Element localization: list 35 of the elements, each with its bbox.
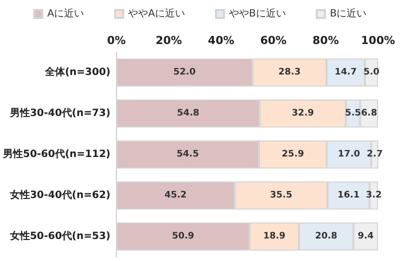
x-tick-label: 0% — [107, 34, 126, 47]
data-label: 3.2 — [366, 190, 382, 200]
y-tick-label: 女性30-40代(n=62) — [8, 189, 110, 201]
y-tick-label: 男性30-40代(n=73) — [8, 107, 110, 119]
y-tick-label: 全体(n=300) — [44, 66, 110, 78]
x-tick-label: 60% — [260, 34, 287, 47]
data-label: 54.8 — [177, 108, 200, 118]
data-label: 5.0 — [363, 68, 380, 78]
data-label: 28.3 — [278, 68, 301, 78]
data-label: 14.7 — [334, 68, 357, 78]
data-label: 45.2 — [164, 190, 187, 200]
legend-label: Bに近い — [330, 8, 367, 20]
data-label: 9.4 — [358, 232, 374, 242]
data-label: 50.9 — [172, 232, 194, 242]
data-label: 17.0 — [338, 150, 360, 160]
x-tick-label: 20% — [156, 34, 182, 47]
y-tick-label: 女性50-60代(n=53) — [8, 230, 110, 242]
data-label: 25.9 — [282, 150, 304, 160]
x-tick-label: 40% — [208, 34, 234, 47]
data-label: 20.8 — [315, 232, 338, 242]
data-label: 6.8 — [361, 108, 378, 118]
y-tick-label: 男性50-60代(n=112) — [2, 148, 110, 160]
legend-label: Aに近い — [47, 8, 84, 20]
legend-label: ややAに近い — [128, 8, 185, 20]
data-label: 16.1 — [337, 190, 360, 200]
data-label: 35.5 — [270, 190, 292, 200]
x-tick-label: 80% — [312, 34, 339, 47]
data-label: 32.9 — [292, 108, 314, 118]
data-label: 2.7 — [366, 150, 383, 160]
data-label: 18.9 — [263, 232, 286, 242]
data-label: 52.0 — [173, 68, 196, 78]
x-tick-label: 100% — [361, 34, 395, 47]
legend-label: ややBに近い — [228, 8, 286, 20]
data-label: 54.5 — [176, 150, 199, 160]
data-label: 5.5 — [345, 108, 362, 118]
